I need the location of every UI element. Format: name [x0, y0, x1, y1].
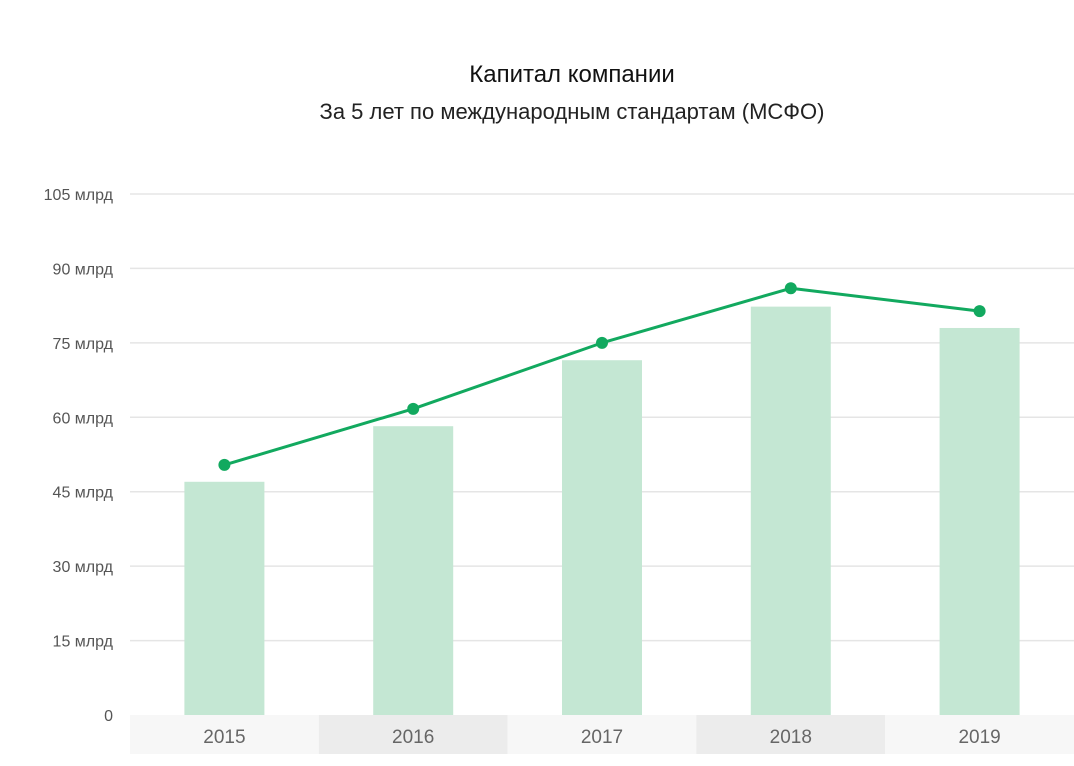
x-tick-label-2018: 2018 [770, 727, 812, 748]
y-tick-label: 105 млрд [44, 187, 114, 204]
y-tick-label: 75 млрд [53, 336, 114, 353]
x-axis-band-2016 [318, 715, 508, 754]
y-tick-label: 0 [104, 708, 113, 725]
line-point-2019 [973, 305, 986, 318]
x-axis-band-2015 [130, 715, 319, 754]
line-point-2015 [218, 458, 231, 471]
line-point-2016 [407, 402, 420, 415]
x-tick-label-2015: 2015 [203, 727, 245, 748]
y-tick-label: 15 млрд [53, 634, 114, 651]
y-tick-label: 60 млрд [53, 410, 114, 427]
x-axis-band-2017 [507, 715, 697, 754]
y-tick-label: 30 млрд [53, 559, 114, 576]
bar-2019 [939, 327, 1020, 715]
bar-2016 [373, 426, 454, 715]
x-axis-ticks: 2015 2016 2017 2018 2019 [203, 727, 1000, 748]
line-point-2018 [784, 282, 797, 295]
y-tick-label: 45 млрд [53, 485, 114, 502]
line-point-2017 [596, 336, 608, 349]
x-axis-band-2018 [696, 715, 886, 754]
line-points [218, 282, 986, 471]
y-tick-label: 90 млрд [53, 261, 114, 278]
x-axis-band-2019 [885, 715, 1074, 754]
bar-series [184, 306, 1020, 715]
bar-2018 [750, 306, 831, 715]
chart-title: Капитал компании [469, 61, 675, 88]
x-axis-bands [130, 715, 1074, 754]
chart-subtitle: За 5 лет по международным стандартам (МС… [320, 99, 825, 124]
x-tick-label-2019: 2019 [958, 727, 1000, 748]
bar-2015 [184, 481, 265, 715]
x-tick-label-2017: 2017 [581, 727, 623, 748]
bar-2017 [562, 360, 642, 715]
x-tick-label-2016: 2016 [392, 727, 434, 748]
y-axis-ticks: 0 15 млрд 30 млрд 45 млрд 60 млрд 75 млрд 90 м… [44, 187, 114, 725]
